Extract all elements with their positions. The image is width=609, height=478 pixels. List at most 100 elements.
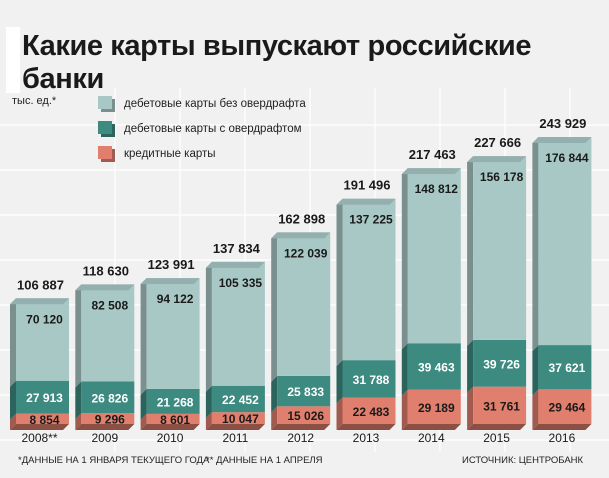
chart-title: Какие карты выпускают российские банки — [22, 30, 532, 95]
bar-segment-credit — [407, 389, 461, 424]
bar-segment-debit-no-overdraft-label: 94 122 — [157, 292, 194, 306]
bar-segment-debit-overdraft-side — [205, 385, 212, 419]
bar-segment-debit-overdraft-side — [336, 360, 343, 404]
bar-segment-debit-no-overdraft-side — [532, 137, 539, 352]
bar-segment-debit-no-overdraft — [538, 137, 592, 346]
legend: дебетовые карты без овердрафта дебетовые … — [98, 96, 306, 162]
bar-base-face — [75, 424, 135, 430]
bar-segment-debit-overdraft-label: 25 833 — [287, 385, 324, 399]
x-tick-label: 2014 — [418, 431, 445, 445]
source-note: ИСТОЧНИК: ЦЕНТРОБАНК — [462, 455, 584, 466]
bar-segment-credit — [342, 397, 396, 424]
bar-segment-debit-no-overdraft-label: 122 039 — [284, 246, 328, 260]
bar-segment-debit-overdraft-label: 21 268 — [157, 395, 194, 409]
bar-base-face — [205, 424, 265, 430]
bar-base-face — [271, 424, 331, 430]
bar-top-face — [401, 168, 461, 175]
bar-segment-debit-no-overdraft — [277, 232, 331, 376]
bar-segment-debit-overdraft — [16, 380, 69, 414]
bar-segment-debit-overdraft — [211, 385, 265, 413]
title-accent-bar — [6, 27, 20, 93]
bar-segment-credit-label: 31 761 — [483, 399, 520, 413]
bar-segment-debit-overdraft-label: 27 913 — [26, 391, 63, 405]
bar-base-face — [401, 424, 461, 430]
bars: 8 854 27 913 70 120 106 887 9 296 26 826 82 50… — [10, 116, 592, 430]
bar-segment-credit — [146, 413, 200, 424]
bar-segment-debit-no-overdraft-side — [75, 284, 82, 388]
bar-segment-credit-side — [10, 413, 16, 430]
bar-segment-debit-overdraft-side — [467, 339, 474, 393]
bar-segment-credit-label: 22 483 — [353, 405, 390, 419]
bar-segment-debit-overdraft-label: 26 826 — [91, 391, 128, 405]
x-tick-label: 2015 — [483, 431, 510, 445]
x-tick-label: 2013 — [353, 431, 380, 445]
bar-segment-credit-side — [271, 406, 278, 430]
bar-total-label: 217 463 — [409, 147, 456, 162]
bar-segment-debit-overdraft-label: 37 621 — [549, 361, 586, 375]
bar-segment-debit-no-overdraft-label: 156 178 — [480, 170, 524, 184]
bar-segment-debit-no-overdraft-label: 148 812 — [415, 182, 459, 196]
bar-total-label: 243 929 — [539, 116, 586, 131]
bar-segment-credit-side — [401, 389, 408, 430]
bar-segment-credit — [473, 386, 527, 424]
bar-base-face — [336, 424, 396, 430]
bar-top-face — [10, 298, 69, 305]
bar-segment-credit-label: 29 464 — [549, 401, 586, 415]
bar-segment-debit-no-overdraft-label: 82 508 — [91, 298, 128, 312]
bar-segment-debit-overdraft-side — [75, 381, 82, 420]
bar-base-face — [140, 424, 200, 430]
x-tick-label: 2009 — [91, 431, 118, 445]
bar-total-label: 137 834 — [213, 241, 261, 256]
legend-swatch-debit-no-overdraft — [98, 96, 112, 109]
bar-segment-credit — [81, 413, 135, 424]
bar-base-face — [10, 424, 69, 430]
bar-segment-credit — [538, 389, 592, 424]
bar-segment-credit-label: 8 854 — [29, 413, 59, 427]
bar-segment-debit-no-overdraft — [81, 284, 135, 382]
bar-top-face — [532, 137, 592, 144]
bar-segment-credit — [211, 412, 265, 424]
bar-segment-debit-overdraft-label: 39 726 — [483, 357, 520, 371]
bar-segment-credit-side — [532, 389, 539, 430]
bar-base-face — [532, 424, 592, 430]
bar-segment-debit-no-overdraft — [146, 278, 200, 389]
bar-segment-debit-no-overdraft — [342, 198, 396, 361]
bar-segment-debit-no-overdraft-side — [205, 261, 212, 392]
bar-segment-credit-side — [205, 412, 212, 430]
footnote-data-date: *ДАННЫЕ НА 1 ЯНВАРЯ ТЕКУЩЕГО ГОДА — [18, 455, 210, 466]
x-tick-label: 2010 — [157, 431, 184, 445]
bar-base-face — [467, 424, 527, 430]
bar-total-label: 118 630 — [83, 263, 129, 278]
bar-segment-credit-side — [467, 386, 474, 430]
bar-segment-credit-side — [140, 413, 147, 430]
x-tick-labels: 2008** 2009 2010 2011 2012 2013 2014 2015 2016 — [21, 431, 575, 445]
legend-swatch-credit — [98, 146, 112, 159]
bar-segment-debit-no-overdraft-side — [467, 156, 474, 346]
unit-label: тыс. ед.* — [12, 95, 57, 107]
bar-segment-debit-overdraft — [473, 339, 527, 387]
bar-segment-credit-side — [336, 397, 343, 430]
bar-segment-credit-label: 29 189 — [418, 401, 455, 415]
bar-total-label: 227 666 — [474, 135, 521, 150]
bar-segment-credit — [16, 413, 69, 424]
bar-segment-credit-label: 9 296 — [95, 413, 125, 427]
bar-segment-debit-overdraft-side — [401, 343, 408, 396]
bar-top-face — [205, 261, 265, 268]
bar-segment-debit-overdraft — [407, 343, 461, 390]
bar-segment-debit-no-overdraft — [473, 156, 527, 340]
bar-total-label: 162 898 — [278, 211, 325, 226]
bar-segment-debit-no-overdraft — [16, 298, 69, 381]
bar-segment-debit-no-overdraft — [407, 168, 461, 344]
bar-total-label: 191 496 — [344, 178, 391, 193]
bar-segment-debit-no-overdraft-label: 176 844 — [545, 151, 589, 165]
bar-segment-debit-no-overdraft-label: 105 335 — [219, 276, 263, 290]
x-tick-label: 2011 — [222, 431, 248, 445]
bar-segment-debit-overdraft — [146, 388, 200, 414]
bar-segment-debit-overdraft-side — [10, 380, 16, 420]
bar-segment-debit-overdraft-side — [271, 375, 278, 413]
x-tick-label: 2008** — [21, 431, 57, 445]
bar-segment-credit-label: 10 047 — [222, 412, 259, 426]
bar-top-face — [467, 156, 527, 163]
